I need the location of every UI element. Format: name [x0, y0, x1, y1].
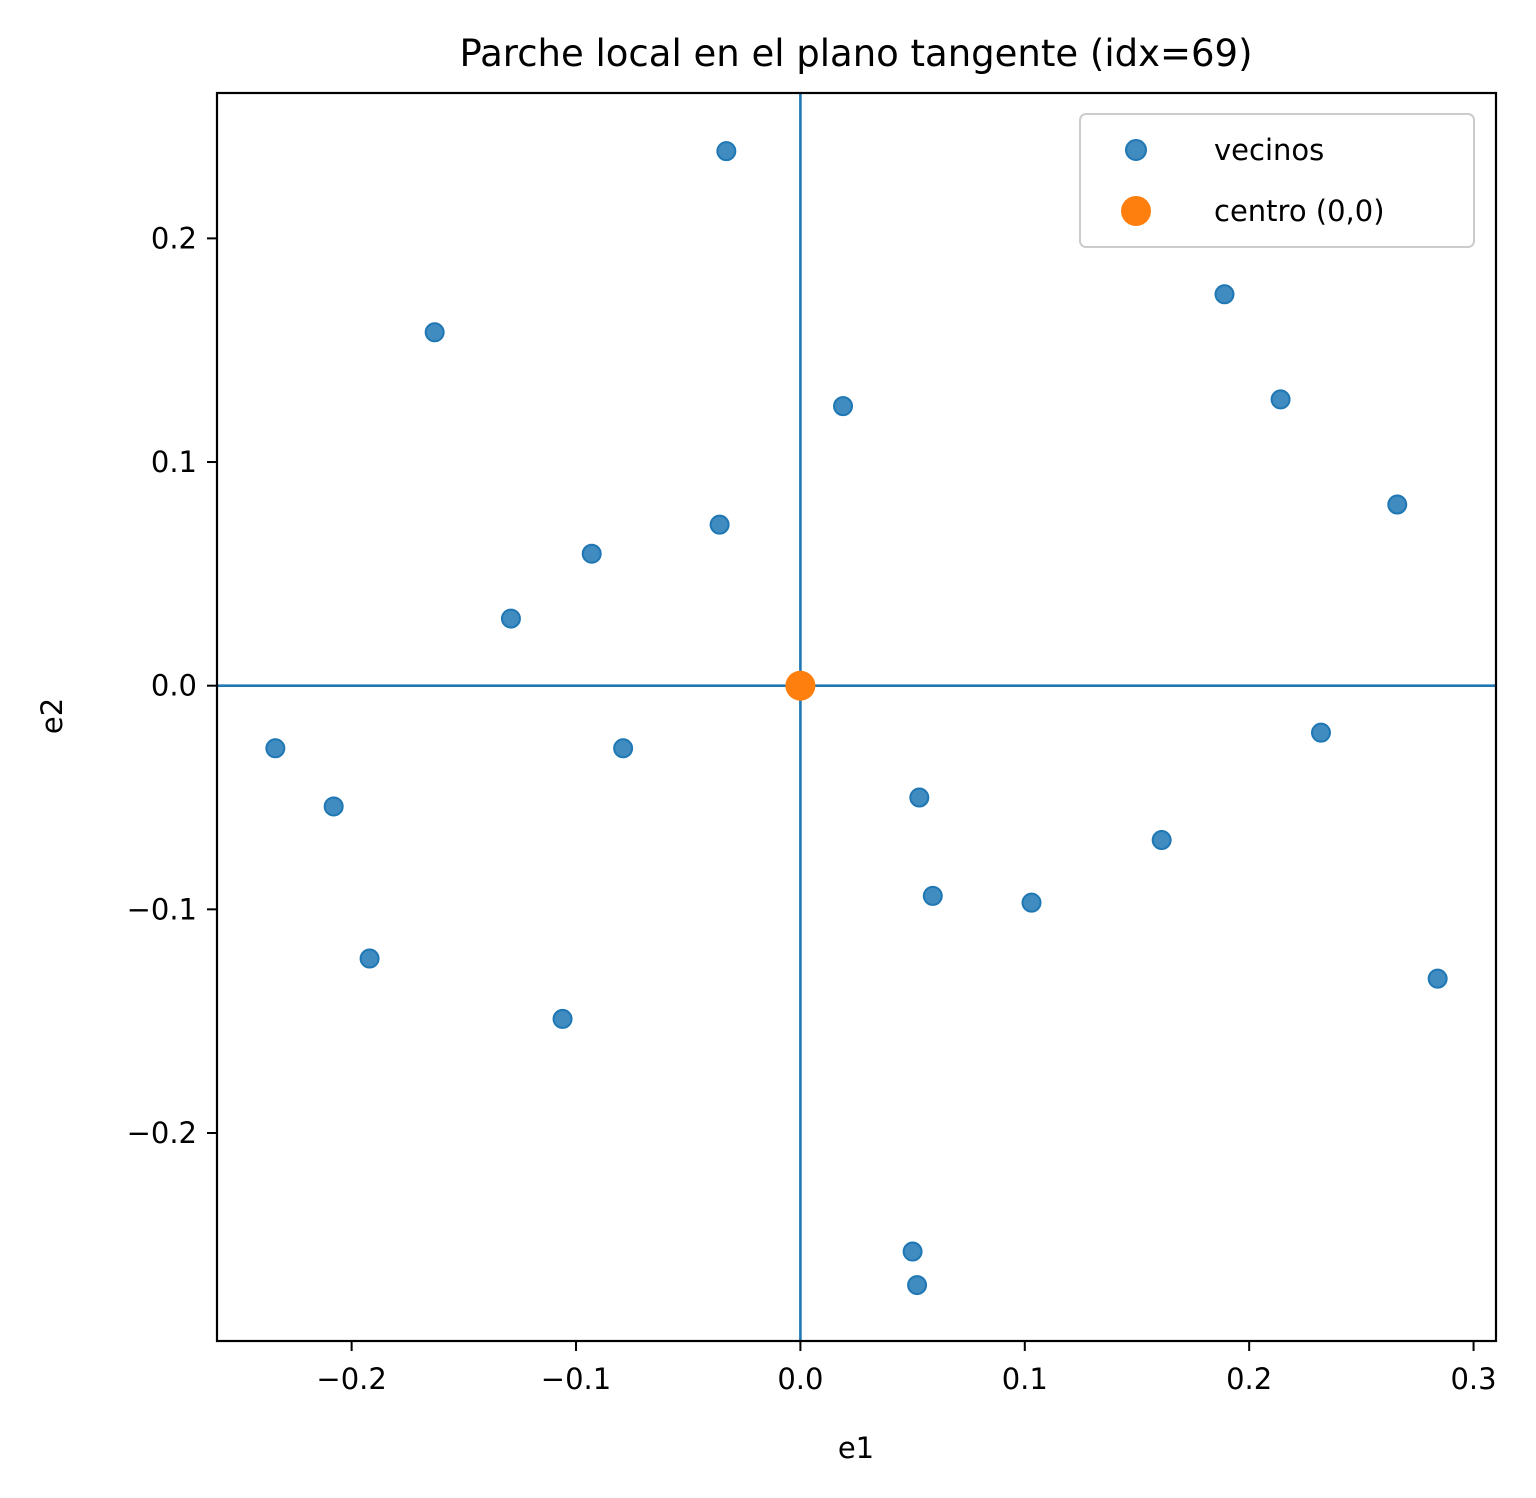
y-axis-label: e2: [35, 698, 69, 734]
x-tick-label: −0.1: [541, 1362, 611, 1396]
data-point-vecinos: [909, 787, 930, 808]
data-point-vecinos: [1151, 830, 1172, 851]
data-point-vecinos: [1021, 892, 1042, 913]
chart-title: Parche local en el plano tangente (idx=6…: [459, 32, 1252, 75]
data-point-vecinos: [1427, 968, 1448, 989]
legend-marker-vecinos: [1125, 139, 1147, 161]
y-axis-ticks: −0.2 −0.1 0.0 0.1 0.2: [127, 221, 217, 1150]
data-point-vecinos: [716, 141, 737, 162]
data-point-vecinos: [265, 738, 286, 759]
y-tick-label: −0.2: [127, 1116, 197, 1150]
x-tick-label: 0.3: [1450, 1362, 1496, 1396]
data-point-vecinos: [581, 543, 602, 564]
data-point-vecinos: [1387, 494, 1408, 515]
y-tick-label: 0.2: [151, 221, 197, 255]
y-tick-label: −0.1: [127, 892, 197, 926]
x-axis-ticks: −0.2 −0.1 0.0 0.1 0.2 0.3: [316, 1341, 1497, 1396]
data-point-vecinos: [424, 322, 445, 343]
legend-label-vecinos: vecinos: [1214, 133, 1324, 167]
data-point-vecinos: [323, 796, 344, 817]
x-tick-label: 0.0: [777, 1362, 823, 1396]
axes-frame: [215, 91, 1498, 1343]
data-point-vecinos: [907, 1275, 928, 1296]
data-point-centro: [785, 670, 816, 701]
data-point-vecinos: [1270, 389, 1291, 410]
legend-marker-centro: [1121, 196, 1151, 226]
data-point-vecinos: [922, 885, 943, 906]
x-tick-label: 0.2: [1226, 1362, 1272, 1396]
legend-box: [1079, 113, 1475, 248]
data-point-vecinos: [709, 514, 730, 535]
legend: vecinos centro (0,0): [1079, 113, 1475, 248]
reference-lines: [217, 93, 1496, 1341]
data-point-vecinos: [833, 396, 854, 417]
data-point-vecinos: [1214, 284, 1235, 305]
data-point-vecinos: [902, 1241, 923, 1262]
legend-label-centro: centro (0,0): [1214, 194, 1385, 228]
data-points: [265, 141, 1448, 1296]
x-axis-label: e1: [838, 1431, 874, 1465]
data-point-vecinos: [552, 1008, 573, 1029]
data-point-vecinos: [359, 948, 380, 969]
data-point-vecinos: [1310, 722, 1331, 743]
x-tick-label: 0.1: [1002, 1362, 1048, 1396]
y-tick-label: 0.0: [151, 669, 197, 703]
x-tick-label: −0.2: [316, 1362, 386, 1396]
data-point-vecinos: [613, 738, 634, 759]
y-tick-label: 0.1: [151, 445, 197, 479]
data-point-vecinos: [500, 608, 521, 629]
